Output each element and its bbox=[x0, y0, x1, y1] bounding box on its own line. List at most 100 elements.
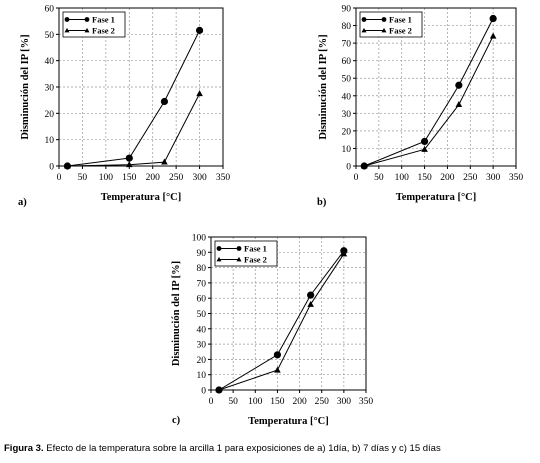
x-tick-label: 0 bbox=[57, 173, 62, 183]
y-tick-label: 10 bbox=[45, 136, 55, 146]
y-tick-label: 100 bbox=[192, 234, 207, 244]
x-tick-label: 300 bbox=[192, 173, 207, 183]
y-tick-label: 0 bbox=[201, 387, 206, 397]
legend-marker bbox=[216, 246, 222, 251]
data-point-fase-1 bbox=[160, 97, 169, 106]
y-tick-label: 60 bbox=[342, 57, 352, 67]
y-tick-label: 90 bbox=[197, 249, 207, 259]
x-tick-label: 300 bbox=[337, 397, 352, 407]
x-axis-label: Temperatura [°C] bbox=[396, 192, 477, 203]
legend-box bbox=[62, 11, 126, 38]
legend-label: Fase 1 bbox=[92, 15, 115, 25]
x-tick-label: 100 bbox=[395, 173, 410, 183]
y-axis-label: Disminución del IP [%] bbox=[20, 34, 31, 139]
y-tick-label: 10 bbox=[197, 371, 207, 381]
y-tick-label: 20 bbox=[342, 127, 352, 137]
x-tick-label: 250 bbox=[169, 173, 184, 183]
legend-marker bbox=[381, 27, 387, 33]
data-point-fase-2 bbox=[64, 162, 71, 169]
y-tick-label: 40 bbox=[342, 92, 352, 102]
y-tick-label: 10 bbox=[342, 145, 352, 155]
x-tick-label: 150 bbox=[122, 173, 137, 183]
x-tick-label: 0 bbox=[354, 173, 359, 183]
x-tick-label: 50 bbox=[228, 397, 238, 407]
x-tick-label: 350 bbox=[359, 397, 374, 407]
data-point-fase-2 bbox=[489, 32, 497, 39]
chart-a: 0 50 100 150 200 250 300 350 0 10 20 30 40 50 60 Temper… bbox=[18, 5, 230, 209]
data-point-fase-2 bbox=[421, 145, 428, 152]
legend-marker bbox=[84, 27, 90, 33]
y-tick-label: 80 bbox=[197, 264, 207, 274]
caption-text: Efecto de la temperatura sobre la arcill… bbox=[43, 443, 441, 454]
x-tick-label: 350 bbox=[509, 173, 524, 183]
x-tick-label: 200 bbox=[146, 173, 161, 183]
x-tick-label: 250 bbox=[463, 173, 478, 183]
y-tick-label: 30 bbox=[45, 84, 55, 94]
series-line-fase-2 bbox=[67, 93, 201, 167]
x-axis-label: Temperatura [°C] bbox=[248, 416, 329, 427]
panel-label: a) bbox=[18, 197, 27, 208]
data-point-fase-2 bbox=[340, 250, 348, 257]
x-tick-label: 350 bbox=[216, 173, 231, 183]
data-point-fase-2 bbox=[307, 300, 314, 307]
data-point-fase-1 bbox=[307, 291, 315, 299]
y-tick-label: 90 bbox=[342, 5, 352, 15]
data-point-fase-1 bbox=[273, 351, 282, 359]
y-tick-label: 20 bbox=[197, 356, 207, 366]
y-tick-label: 60 bbox=[197, 295, 207, 305]
legend-marker bbox=[236, 246, 242, 251]
y-tick-label: 0 bbox=[346, 163, 351, 173]
legend-label: Fase 2 bbox=[244, 255, 267, 265]
x-tick-label: 200 bbox=[292, 397, 307, 407]
plot-frame bbox=[355, 7, 517, 167]
data-point-fase-2 bbox=[161, 158, 168, 165]
x-axis-label: Temperatura [°C] bbox=[101, 192, 182, 203]
legend-box bbox=[214, 240, 278, 267]
legend-box bbox=[359, 11, 423, 38]
series-line-fase-1 bbox=[364, 18, 494, 167]
legend-marker bbox=[84, 17, 90, 22]
y-tick-label: 0 bbox=[49, 163, 54, 173]
series-line-fase-2 bbox=[218, 253, 345, 391]
data-point-fase-2 bbox=[455, 101, 463, 108]
x-tick-label: 150 bbox=[270, 397, 285, 407]
y-tick-label: 40 bbox=[197, 325, 207, 335]
x-tick-label: 200 bbox=[440, 173, 455, 183]
x-tick-label: 150 bbox=[417, 173, 432, 183]
caption-label: Figura 3. bbox=[4, 443, 44, 454]
x-tick-label: 250 bbox=[315, 397, 330, 407]
y-tick-label: 30 bbox=[342, 110, 352, 120]
x-tick-label: 300 bbox=[486, 173, 501, 183]
y-tick-label: 50 bbox=[342, 75, 352, 85]
legend-marker bbox=[64, 17, 70, 22]
y-tick-label: 50 bbox=[45, 31, 55, 41]
legend-marker bbox=[361, 17, 367, 22]
y-tick-label: 80 bbox=[342, 22, 352, 32]
y-tick-label: 20 bbox=[45, 110, 55, 120]
data-point-fase-2 bbox=[125, 161, 133, 168]
data-point-fase-1 bbox=[195, 26, 204, 34]
data-point-fase-1 bbox=[489, 14, 497, 23]
legend-marker bbox=[64, 27, 70, 33]
chart-b: 0 50 100 150 200 250 300 350 0 10 20 30 40 50 60 70 80 90… bbox=[317, 5, 523, 209]
legend-label: Fase 2 bbox=[389, 26, 412, 36]
x-tick-label: 100 bbox=[248, 397, 263, 407]
panel-label: b) bbox=[317, 197, 327, 208]
legend-label: Fase 1 bbox=[244, 244, 267, 254]
x-tick-label: 100 bbox=[99, 173, 114, 183]
data-point-fase-1 bbox=[420, 137, 429, 146]
y-axis-label: Disminución del IP [%] bbox=[171, 261, 182, 366]
series-line-fase-1 bbox=[218, 250, 345, 391]
y-tick-label: 40 bbox=[45, 57, 55, 67]
data-point-fase-2 bbox=[360, 162, 368, 169]
x-tick-label: 50 bbox=[374, 173, 384, 183]
data-point-fase-2 bbox=[196, 90, 203, 97]
legend-label: Fase 1 bbox=[389, 15, 412, 25]
figure-caption: Figura 3. Efecto de la temperatura sobre… bbox=[4, 443, 540, 454]
x-tick-label: 50 bbox=[78, 173, 88, 183]
legend-marker bbox=[236, 256, 242, 262]
data-point-fase-2 bbox=[215, 386, 223, 393]
panel-label: c) bbox=[172, 415, 181, 426]
y-tick-label: 70 bbox=[342, 40, 352, 50]
